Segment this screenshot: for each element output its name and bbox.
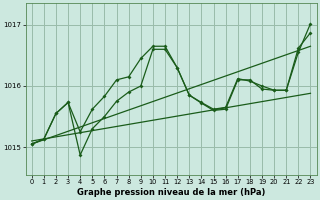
X-axis label: Graphe pression niveau de la mer (hPa): Graphe pression niveau de la mer (hPa)	[77, 188, 265, 197]
